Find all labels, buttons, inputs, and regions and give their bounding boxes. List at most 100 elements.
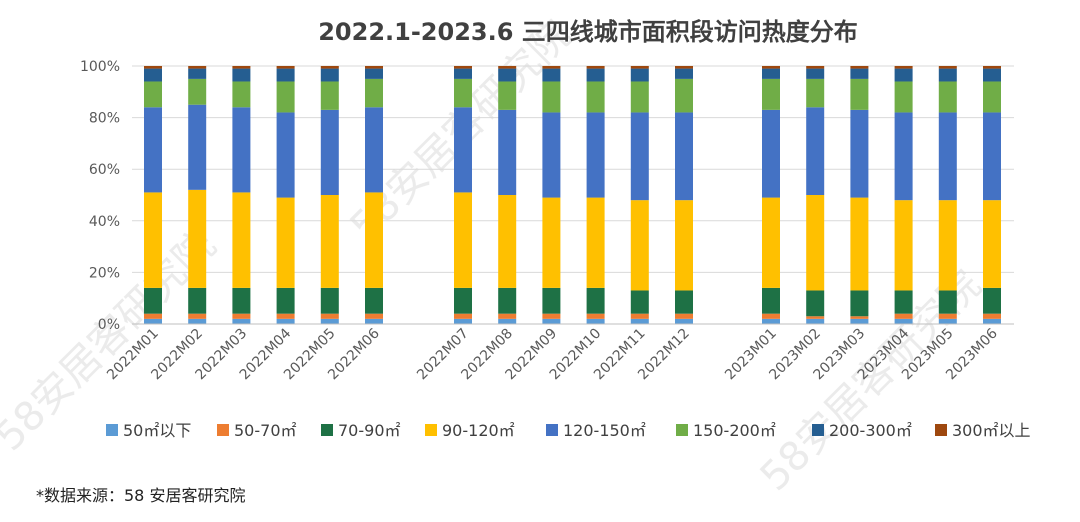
- bar-segment-2023M02-1: [806, 316, 825, 319]
- bar-segment-2022M10-0: [586, 318, 605, 324]
- bar-segment-2022M10-1: [586, 313, 605, 319]
- bar-segment-2023M02-3: [806, 195, 825, 291]
- bar-segment-2022M12-3: [675, 200, 693, 291]
- bar-stack-2022M01: [144, 66, 162, 324]
- bar-segment-2022M04-0: [276, 318, 295, 324]
- bar-segment-2022M08-7: [498, 66, 517, 69]
- legend-item: 50㎡以下: [106, 421, 191, 440]
- bar-segment-2022M02-0: [188, 318, 207, 324]
- bars: [144, 66, 1001, 324]
- bar-segment-2023M01-1: [762, 313, 780, 319]
- bar-segment-2023M04-3: [894, 200, 913, 291]
- bar-segment-2022M12-6: [675, 68, 693, 79]
- bar-segment-2022M04-2: [276, 287, 295, 314]
- bar-segment-2022M08-5: [498, 81, 517, 110]
- bar-segment-2022M07-1: [454, 313, 472, 319]
- bar-segment-2023M04-1: [894, 313, 913, 319]
- bar-segment-2023M01-3: [762, 197, 780, 288]
- bar-stack-2023M04: [894, 66, 913, 324]
- bar-segment-2022M09-1: [542, 313, 561, 319]
- bar-segment-2022M07-2: [454, 287, 472, 314]
- bar-segment-2022M08-4: [498, 109, 517, 195]
- bar-segment-2022M12-4: [675, 112, 693, 201]
- bar-segment-2022M06-5: [365, 78, 383, 108]
- bar-segment-2022M01-7: [144, 66, 162, 69]
- bar-segment-2023M06-6: [983, 68, 1001, 82]
- bar-segment-2023M05-2: [938, 290, 957, 314]
- bar-segment-2022M08-0: [498, 318, 517, 324]
- bar-segment-2023M01-5: [762, 78, 780, 110]
- bar-stack-2023M02: [806, 66, 825, 324]
- bar-segment-2023M02-0: [806, 318, 825, 324]
- bar-stack-2022M11: [630, 66, 649, 324]
- bar-segment-2022M10-7: [586, 66, 605, 69]
- chart-title: 2022.1-2023.6 三四线城市面积段访问热度分布: [318, 18, 858, 46]
- bar-segment-2023M04-5: [894, 81, 913, 113]
- legend-label: 300㎡以上: [952, 421, 1031, 440]
- bar-segment-2022M11-7: [630, 66, 649, 69]
- bar-stack-2022M03: [232, 66, 251, 324]
- bar-segment-2022M05-7: [320, 66, 339, 69]
- bar-stack-2022M07: [454, 66, 472, 324]
- bar-segment-2023M06-1: [983, 313, 1001, 319]
- bar-segment-2023M05-3: [938, 200, 957, 291]
- bar-stack-2023M01: [762, 66, 780, 324]
- bar-segment-2023M03-7: [850, 66, 869, 69]
- bar-segment-2022M06-0: [365, 318, 383, 324]
- bar-segment-2023M04-7: [894, 66, 913, 69]
- bar-segment-2023M04-4: [894, 112, 913, 201]
- bar-segment-2022M10-5: [586, 81, 605, 113]
- bar-segment-2023M04-0: [894, 318, 913, 324]
- bar-stack-2023M03: [850, 66, 869, 324]
- bar-segment-2023M02-2: [806, 290, 825, 317]
- legend-item: 150-200㎡: [676, 421, 776, 440]
- bar-segment-2022M10-4: [586, 112, 605, 198]
- bar-segment-2023M02-5: [806, 78, 825, 108]
- bar-stack-2022M09: [542, 66, 561, 324]
- bar-segment-2022M04-4: [276, 112, 295, 198]
- bar-segment-2022M03-2: [232, 287, 251, 314]
- bar-segment-2022M11-4: [630, 112, 649, 201]
- bar-segment-2022M07-6: [454, 68, 472, 79]
- bar-segment-2022M01-4: [144, 107, 162, 193]
- bar-segment-2023M05-0: [938, 318, 957, 324]
- bar-segment-2022M02-6: [188, 68, 207, 79]
- bar-segment-2022M01-3: [144, 192, 162, 288]
- bar-stack-2022M05: [320, 66, 339, 324]
- bar-segment-2023M03-4: [850, 109, 869, 198]
- y-tick-label: 0%: [98, 317, 120, 333]
- bar-segment-2022M03-3: [232, 192, 251, 288]
- bar-segment-2022M03-4: [232, 107, 251, 193]
- bar-segment-2022M01-5: [144, 81, 162, 108]
- bar-segment-2023M01-0: [762, 318, 780, 324]
- y-tick-label: 80%: [89, 111, 120, 127]
- bar-stack-2022M12: [675, 66, 693, 324]
- bar-segment-2023M03-1: [850, 316, 869, 319]
- source-note: *数据来源：58 安居客研究院: [36, 486, 246, 505]
- bar-segment-2022M09-6: [542, 68, 561, 82]
- bar-segment-2022M09-4: [542, 112, 561, 198]
- bar-segment-2023M06-7: [983, 66, 1001, 69]
- legend-swatch: [676, 424, 688, 436]
- bar-segment-2022M04-3: [276, 197, 295, 288]
- bar-segment-2022M05-4: [320, 109, 339, 195]
- legend-label: 90-120㎡: [442, 421, 515, 440]
- legend-label: 120-150㎡: [563, 421, 646, 440]
- bar-segment-2022M09-2: [542, 287, 561, 314]
- bar-segment-2023M06-4: [983, 112, 1001, 201]
- bar-stack-2023M06: [983, 66, 1001, 324]
- bar-segment-2022M05-5: [320, 81, 339, 110]
- bar-stack-2022M08: [498, 66, 517, 324]
- bar-segment-2022M01-1: [144, 313, 162, 319]
- bar-segment-2022M11-0: [630, 318, 649, 324]
- legend-swatch: [217, 424, 229, 436]
- legend-label: 150-200㎡: [693, 421, 776, 440]
- legend-label: 50㎡以下: [123, 421, 191, 440]
- bar-segment-2022M10-6: [586, 68, 605, 82]
- bar-segment-2022M12-0: [675, 318, 693, 324]
- legend-item: 90-120㎡: [425, 421, 515, 440]
- y-tick-label: 20%: [89, 265, 120, 281]
- bar-segment-2023M02-6: [806, 68, 825, 79]
- bar-segment-2022M09-3: [542, 197, 561, 288]
- bar-segment-2022M02-1: [188, 313, 207, 319]
